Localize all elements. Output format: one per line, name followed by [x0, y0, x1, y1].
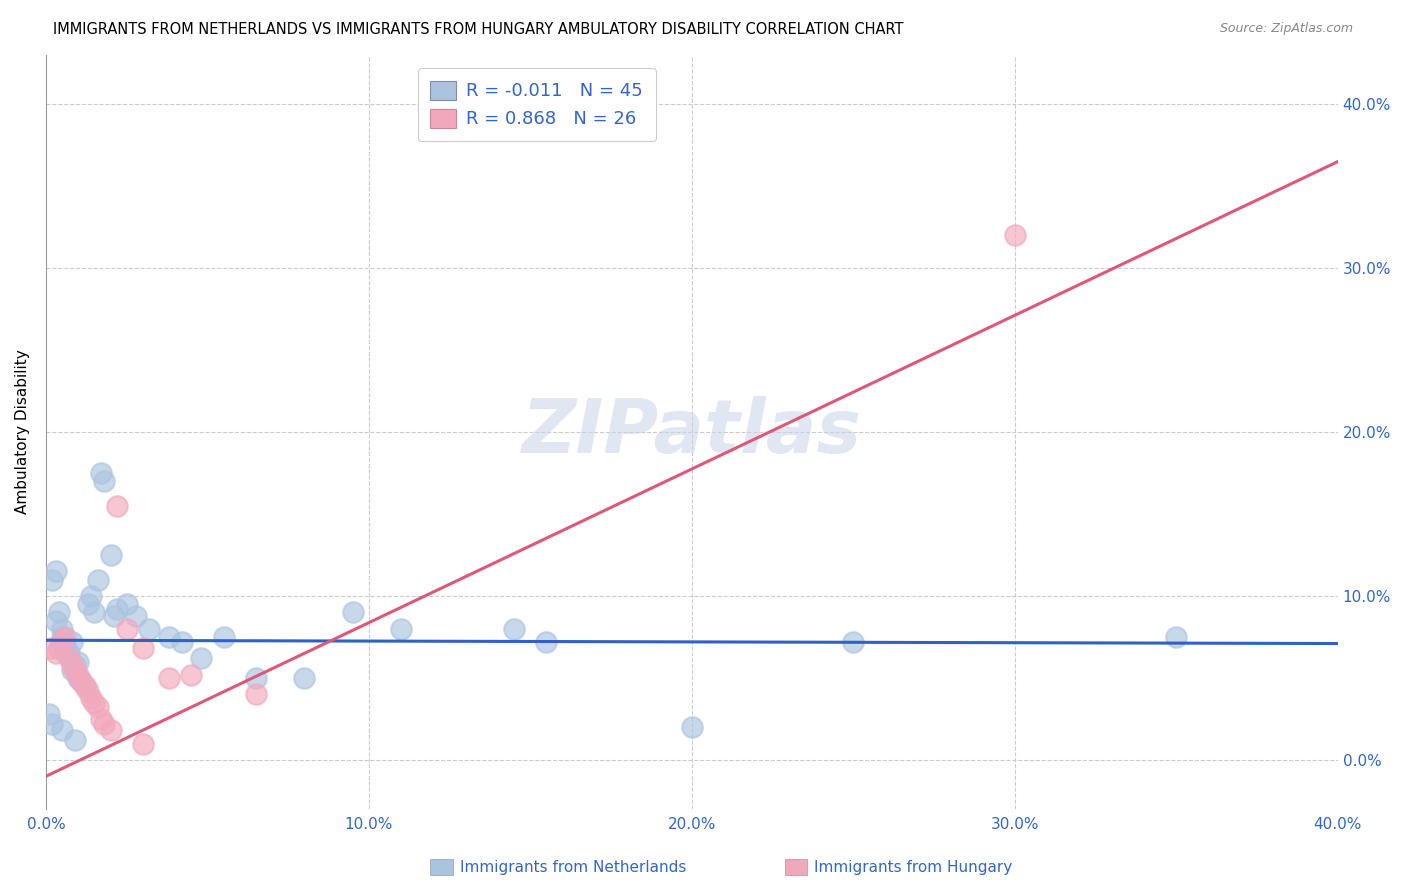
Point [51, 622, 73, 636]
Point [48, 606, 70, 620]
Point [342, 606, 364, 620]
Point [90, 712, 112, 726]
Point [115, 622, 138, 636]
Point [100, 548, 122, 562]
Point [63, 663, 86, 677]
Point [212, 630, 235, 644]
Text: ZIPatlas: ZIPatlas [522, 396, 862, 468]
FancyBboxPatch shape [785, 859, 807, 875]
Point [45, 614, 67, 628]
Point [60, 657, 83, 672]
Point [132, 641, 155, 656]
Point [100, 723, 122, 738]
Point [245, 671, 267, 685]
Point [180, 667, 202, 681]
Point [53, 630, 76, 644]
Point [63, 733, 86, 747]
FancyBboxPatch shape [430, 859, 453, 875]
Point [1166, 630, 1188, 644]
Point [245, 687, 267, 701]
Legend: R = -0.011   N = 45, R = 0.868   N = 26: R = -0.011 N = 45, R = 0.868 N = 26 [418, 68, 655, 141]
Point [681, 720, 703, 734]
Point [63, 657, 86, 672]
Point [115, 597, 138, 611]
Point [93, 475, 115, 489]
Point [73, 679, 96, 693]
Point [51, 635, 73, 649]
Point [51, 630, 73, 644]
Point [536, 635, 558, 649]
Point [190, 651, 212, 665]
Point [80, 589, 103, 603]
Point [170, 635, 193, 649]
Point [90, 466, 112, 480]
Point [41, 573, 63, 587]
Point [70, 674, 93, 689]
Point [73, 679, 96, 693]
Point [58, 646, 80, 660]
Point [842, 635, 865, 649]
Point [77, 597, 100, 611]
Point [125, 608, 148, 623]
Text: Immigrants from Netherlands: Immigrants from Netherlands [460, 860, 686, 874]
Text: Immigrants from Hungary: Immigrants from Hungary [814, 860, 1012, 874]
Point [48, 641, 70, 656]
Y-axis label: Ambulatory Disability: Ambulatory Disability [15, 350, 30, 515]
Point [67, 655, 90, 669]
Point [58, 651, 80, 665]
Text: IMMIGRANTS FROM NETHERLANDS VS IMMIGRANTS FROM HUNGARY AMBULATORY DISABILITY COR: IMMIGRANTS FROM NETHERLANDS VS IMMIGRANT… [53, 22, 904, 37]
Point [292, 671, 315, 685]
Point [41, 641, 63, 656]
Point [86, 573, 108, 587]
Point [86, 700, 108, 714]
Point [80, 690, 103, 705]
Point [132, 737, 155, 751]
Point [83, 606, 105, 620]
Point [45, 646, 67, 660]
Point [93, 716, 115, 731]
Point [503, 622, 526, 636]
Point [45, 565, 67, 579]
Point [67, 671, 90, 685]
Point [138, 622, 160, 636]
Point [53, 638, 76, 652]
Point [105, 499, 128, 513]
Point [389, 622, 412, 636]
Point [105, 602, 128, 616]
Point [103, 608, 125, 623]
Point [157, 671, 180, 685]
Point [60, 663, 83, 677]
Point [1004, 228, 1026, 243]
Point [67, 667, 90, 681]
Point [41, 716, 63, 731]
Point [70, 674, 93, 689]
Point [77, 684, 100, 698]
Point [51, 723, 73, 738]
Point [157, 630, 180, 644]
Point [83, 696, 105, 710]
Point [53, 646, 76, 660]
Text: Source: ZipAtlas.com: Source: ZipAtlas.com [1219, 22, 1353, 36]
Point [38, 706, 60, 721]
Point [60, 635, 83, 649]
